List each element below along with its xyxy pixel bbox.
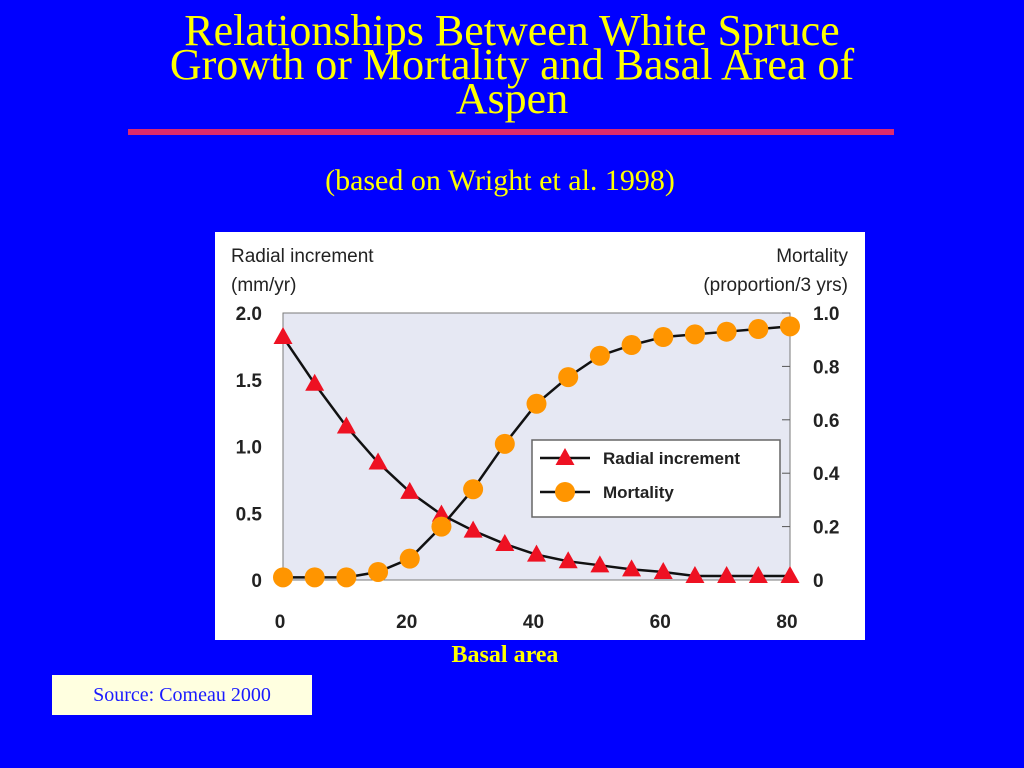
series-radial-increment <box>273 327 800 583</box>
data-point-triangle <box>558 551 578 569</box>
data-point-circle <box>684 324 705 345</box>
title-line-1: Relationships Between White Spruce <box>184 6 840 55</box>
data-point-circle <box>748 319 769 340</box>
data-point-triangle <box>748 565 768 583</box>
left-tick-label: 0.5 <box>236 504 263 525</box>
legend-marker-triangle <box>555 448 575 465</box>
right-axis-title-line1: Mortality <box>776 246 848 267</box>
right-axis-title-line2: (proportion/3 yrs) <box>703 275 848 296</box>
data-point-triangle <box>653 561 673 579</box>
data-point-circle <box>653 327 674 348</box>
data-point-circle <box>431 516 452 537</box>
title-line-2: Growth or Mortality and Basal Area of <box>169 40 855 89</box>
data-point-circle <box>304 567 325 588</box>
data-point-triangle <box>400 481 420 499</box>
right-tick-label: 0.8 <box>813 357 839 378</box>
data-point-circle <box>273 567 293 588</box>
data-point-triangle <box>431 504 451 522</box>
data-point-triangle <box>717 565 737 583</box>
right-tick-label: 0.4 <box>813 464 840 485</box>
data-point-triangle <box>590 555 610 573</box>
data-point-triangle <box>495 533 515 551</box>
legend: Radial increment Mortality <box>531 439 781 518</box>
x-tick-label: 0 <box>275 612 286 633</box>
right-tick-label: 0.2 <box>813 518 839 539</box>
data-point-circle <box>589 345 610 366</box>
left-tick-label: 0 <box>251 571 262 592</box>
data-point-circle <box>558 367 579 388</box>
x-tick-label: 80 <box>776 612 797 633</box>
x-tick-label: 60 <box>650 612 671 633</box>
axis-labels: Radial increment (mm/yr) Mortality (proport… <box>231 246 848 633</box>
data-point-circle <box>368 561 389 582</box>
x-tick-label: 40 <box>523 612 544 633</box>
series-mortality <box>273 316 800 588</box>
data-point-circle <box>494 433 515 454</box>
data-point-triangle <box>622 559 642 577</box>
right-tick-label: 1.0 <box>813 304 839 325</box>
legend-box <box>531 439 781 518</box>
data-point-circle <box>463 479 484 500</box>
data-point-circle <box>399 548 420 569</box>
right-tick-label: 0 <box>813 571 824 592</box>
data-point-triangle <box>780 565 800 583</box>
title-divider <box>128 129 894 135</box>
left-axis-title-line1: Radial increment <box>231 246 374 267</box>
series-layer <box>273 316 800 588</box>
data-point-triangle <box>273 327 293 345</box>
data-point-triangle <box>336 416 356 434</box>
left-tick-label: 1.0 <box>236 438 262 459</box>
legend-label: Radial increment <box>603 449 740 468</box>
x-tick-label: 20 <box>396 612 417 633</box>
data-point-circle <box>780 316 800 337</box>
left-tick-label: 1.5 <box>236 371 263 392</box>
left-tick-label: 2.0 <box>236 304 262 325</box>
data-point-triangle <box>305 373 325 391</box>
x-axis-title: Basal area <box>451 642 559 668</box>
data-point-triangle <box>527 544 546 562</box>
data-point-circle <box>526 393 547 414</box>
title-line-3: Aspen <box>455 74 569 123</box>
legend-label: Mortality <box>603 483 674 502</box>
data-point-circle <box>716 321 737 342</box>
data-point-circle <box>336 567 357 588</box>
legend-marker-circle <box>555 482 575 502</box>
source-text: Source: Comeau 2000 <box>93 683 271 706</box>
data-point-triangle <box>463 520 483 538</box>
left-axis-title-line2: (mm/yr) <box>231 275 296 296</box>
source-box: Source: Comeau 2000 <box>52 675 312 715</box>
data-point-triangle <box>368 452 388 470</box>
slide-title: Relationships Between White Spruce Growt… <box>60 9 964 121</box>
right-tick-label: 0.6 <box>813 411 839 432</box>
slide-subtitle: (based on Wright et al. 1998) <box>325 164 675 197</box>
data-point-triangle <box>685 565 705 583</box>
data-point-circle <box>621 335 642 356</box>
